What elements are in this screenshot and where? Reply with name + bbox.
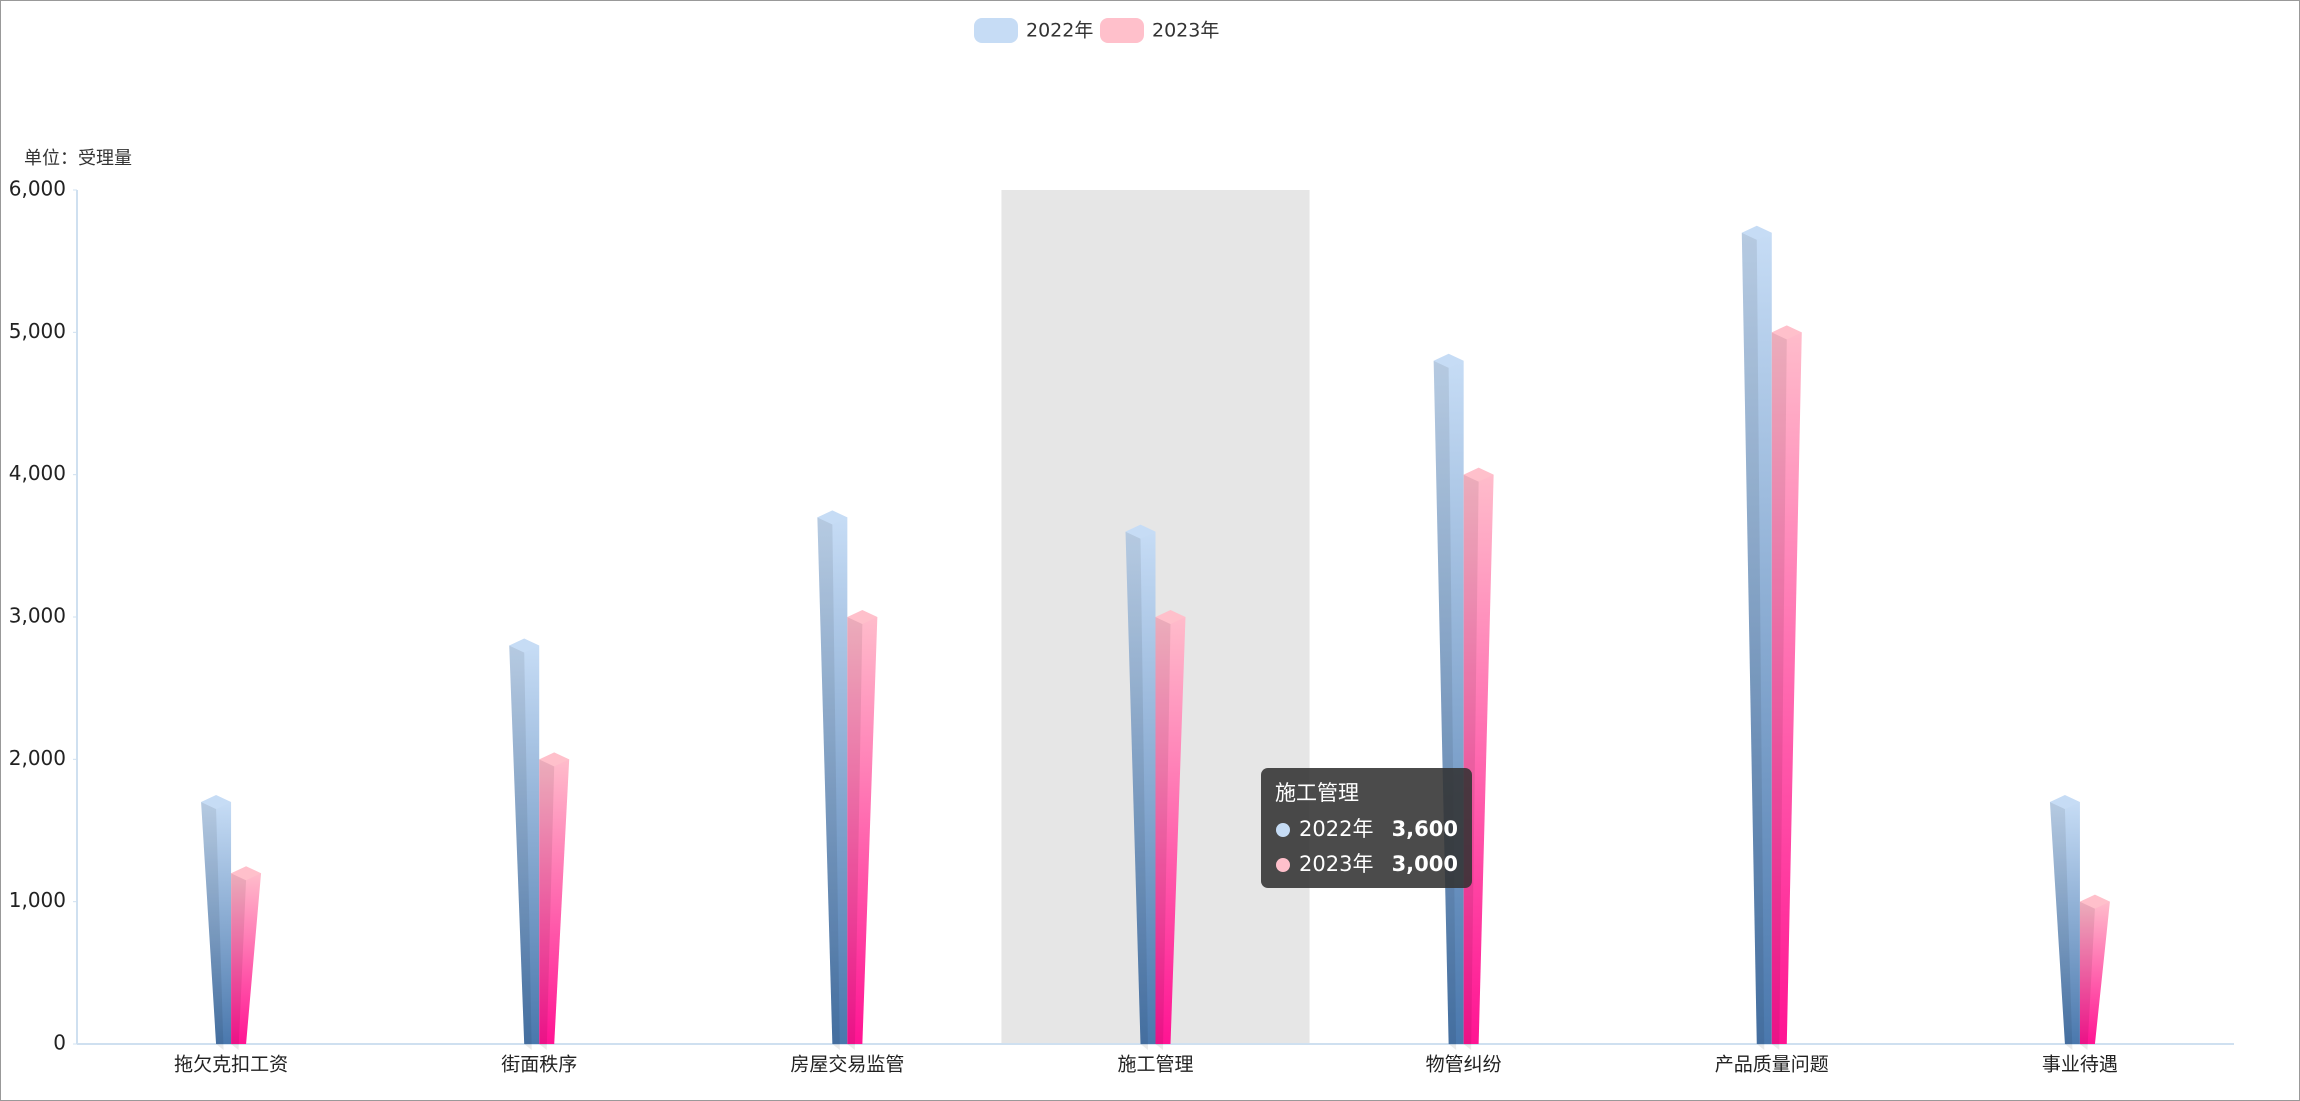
bar-facet: [1463, 474, 1479, 1051]
bar: [1463, 474, 1494, 1045]
bar-facet: [817, 517, 840, 1050]
bar-cap: [847, 610, 878, 624]
bar-cap: [1463, 467, 1494, 482]
bar-facet: [1155, 617, 1171, 1050]
x-tick-label: 房屋交易监管: [790, 1054, 904, 1076]
bar-cap: [2079, 894, 2110, 909]
tooltip-name: 2023年: [1299, 852, 1373, 876]
bar-cap: [509, 638, 540, 653]
tooltip-dot: [1276, 858, 1290, 872]
x-tick-label: 街面秩序: [501, 1054, 577, 1076]
y-tick-label: 0: [53, 1031, 66, 1055]
bar: [201, 802, 232, 1044]
x-tick-label: 施工管理: [1117, 1054, 1193, 1076]
legend-label: 2022年: [1026, 20, 1093, 42]
bar-facet: [509, 645, 532, 1050]
x-tick-label: 产品质量问题: [1715, 1054, 1829, 1076]
bar-facet: [201, 802, 224, 1050]
x-tick-label: 物管纠纷: [1426, 1054, 1502, 1076]
tooltip-value: 3,000: [1392, 852, 1458, 876]
bar-cap: [1433, 353, 1464, 368]
bar: [817, 517, 848, 1044]
bar-cap: [1125, 524, 1156, 539]
bar: [1155, 617, 1186, 1044]
y-tick-label: 6,000: [9, 177, 66, 201]
bar: [539, 759, 570, 1044]
legend-swatch: [1100, 18, 1144, 43]
bar-facet: [847, 617, 863, 1050]
bar-facet: [1125, 531, 1148, 1050]
legend-label: 2023年: [1152, 20, 1219, 42]
tooltip-box: [1261, 768, 1472, 888]
x-tick-label: 事业待遇: [2042, 1054, 2118, 1076]
bar-cap: [201, 795, 232, 810]
y-tick-label: 5,000: [9, 319, 66, 343]
bar: [509, 645, 540, 1044]
bar-cap: [539, 752, 570, 767]
y-tick-label: 1,000: [9, 888, 66, 912]
legend-swatch: [974, 18, 1018, 43]
y-axis-label: 单位：受理量: [24, 148, 132, 169]
bar-facet: [2079, 901, 2095, 1050]
bar-cap: [1155, 610, 1186, 624]
bar: [1771, 332, 1802, 1044]
bar-cap: [817, 510, 848, 525]
bar-facet: [1771, 332, 1787, 1050]
bar-cap: [1741, 225, 1772, 240]
bar: [847, 617, 878, 1044]
bar: [2049, 802, 2080, 1044]
bar: [2079, 901, 2110, 1044]
bar: [1741, 232, 1772, 1044]
bar-facet: [231, 873, 247, 1050]
tooltip-title: 施工管理: [1275, 781, 1359, 805]
bar-cap: [231, 866, 262, 881]
tooltip-value: 3,600: [1392, 817, 1458, 841]
tooltip-dot: [1276, 823, 1290, 837]
tooltip-name: 2022年: [1299, 817, 1373, 841]
bar: [231, 873, 262, 1044]
bar-cap: [1771, 325, 1802, 340]
bar-cap: [2049, 795, 2080, 810]
y-tick-label: 3,000: [9, 604, 66, 628]
bar: [1125, 531, 1156, 1044]
y-tick-label: 2,000: [9, 746, 66, 770]
bar-facet: [539, 759, 555, 1050]
x-tick-label: 拖欠克扣工资: [174, 1054, 288, 1076]
bar-facet: [2049, 802, 2073, 1050]
bar-facet: [1741, 232, 1765, 1050]
y-tick-label: 4,000: [9, 461, 66, 485]
